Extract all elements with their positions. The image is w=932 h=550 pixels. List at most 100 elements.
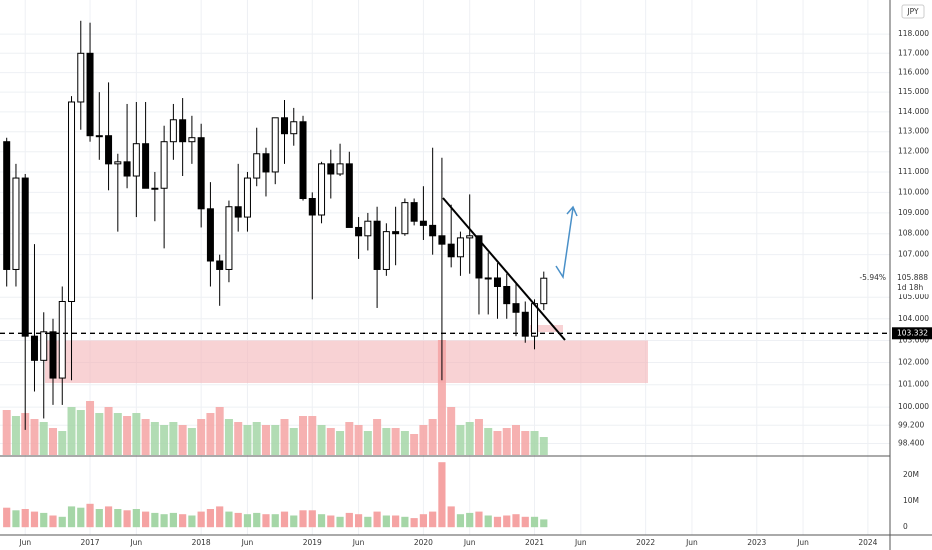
volume-bar bbox=[456, 514, 465, 528]
arrow-head bbox=[566, 205, 578, 217]
x-tick-label: Jun bbox=[129, 538, 142, 547]
candle-body bbox=[382, 231, 390, 270]
volume-bar bbox=[77, 507, 85, 528]
candle-body bbox=[438, 235, 446, 245]
countdown-label: 1d 18h bbox=[897, 283, 923, 292]
y-tick-label: 110.000 bbox=[898, 187, 929, 196]
volume-bar bbox=[12, 510, 20, 528]
candle-body bbox=[123, 161, 131, 177]
volume-overlay-bar bbox=[391, 428, 400, 455]
candle-body bbox=[105, 135, 113, 165]
y-tick-label: 117.000 bbox=[898, 48, 929, 57]
volume-bar bbox=[466, 512, 474, 528]
candle-body bbox=[262, 153, 270, 173]
volume-overlay-bar bbox=[345, 422, 354, 455]
volume-bar bbox=[253, 512, 261, 528]
volume-bar bbox=[364, 516, 372, 528]
trend-line bbox=[442, 197, 566, 341]
volume-bar bbox=[216, 506, 224, 528]
x-tick-label: Jun bbox=[352, 538, 365, 547]
y-tick-label: 99.200 bbox=[898, 420, 924, 429]
volume-bar bbox=[392, 515, 400, 528]
y-tick-label: 107.000 bbox=[898, 250, 929, 259]
volume-bar bbox=[132, 509, 140, 528]
volume-bar bbox=[86, 503, 94, 528]
volume-overlay-bar bbox=[419, 425, 428, 455]
volume-bar bbox=[280, 511, 289, 528]
candle-body bbox=[540, 277, 548, 305]
volume-bar bbox=[299, 510, 307, 528]
candle-body bbox=[197, 137, 205, 210]
x-tick-label: 2024 bbox=[858, 538, 877, 547]
volume-bar bbox=[40, 512, 48, 528]
volume-bar bbox=[225, 511, 233, 528]
volume-overlay-bar bbox=[169, 422, 178, 455]
volume-bar bbox=[429, 511, 437, 528]
volume-overlay-bar bbox=[187, 428, 196, 455]
volume-overlay-bar bbox=[234, 422, 243, 455]
volume-overlay-bar bbox=[382, 428, 391, 455]
candle-body bbox=[179, 119, 187, 143]
candle-body bbox=[40, 331, 48, 361]
volume-overlay-bar bbox=[428, 419, 437, 455]
volume-overlay-bar bbox=[410, 434, 419, 455]
volume-bar bbox=[354, 514, 363, 528]
volume-bar bbox=[188, 515, 196, 528]
candle-body bbox=[429, 224, 437, 237]
volume-overlay-bar bbox=[39, 422, 48, 455]
candle-body bbox=[169, 119, 177, 143]
candle-body bbox=[447, 243, 455, 258]
level-label: 103.332 bbox=[897, 328, 928, 337]
volume-bar bbox=[58, 516, 66, 528]
candle-body bbox=[243, 177, 251, 218]
volume-bar bbox=[512, 514, 520, 528]
candle-body bbox=[355, 226, 363, 237]
level-label-box bbox=[892, 327, 932, 340]
volume-overlay-bar bbox=[21, 413, 30, 455]
volume-bar bbox=[179, 514, 187, 528]
volume-bar bbox=[345, 512, 353, 528]
x-tick-label: 2018 bbox=[192, 538, 211, 547]
volume-overlay-bar bbox=[474, 419, 483, 455]
candle-body bbox=[318, 163, 326, 216]
x-tick-label: Jun bbox=[574, 538, 587, 547]
volume-bar bbox=[262, 514, 270, 528]
x-tick-label: Jun bbox=[463, 538, 476, 547]
candle-body bbox=[401, 202, 409, 235]
candle-body bbox=[475, 235, 483, 279]
volume-bar bbox=[243, 514, 252, 528]
volume-bar bbox=[114, 509, 122, 528]
volume-bar bbox=[540, 519, 548, 528]
volume-overlay-bar bbox=[465, 422, 474, 455]
volume-bar bbox=[197, 511, 205, 528]
volume-overlay-bar bbox=[521, 431, 530, 455]
candles bbox=[3, 20, 548, 430]
volume-bar bbox=[503, 515, 511, 528]
candle-body bbox=[142, 143, 150, 189]
volume-bar bbox=[308, 510, 316, 528]
volume-overlay-bar bbox=[354, 425, 363, 455]
volume-overlay-bar bbox=[289, 428, 298, 455]
volume-overlay-bar bbox=[530, 431, 539, 455]
volume-bar bbox=[142, 511, 150, 528]
last-price-box bbox=[892, 272, 932, 295]
volume-tick-label: 0 bbox=[903, 522, 908, 531]
volume-bar bbox=[104, 506, 113, 528]
candle-body bbox=[521, 311, 529, 337]
candle-body bbox=[68, 101, 76, 302]
volume-overlay-bar bbox=[308, 416, 317, 455]
volume-overlay-bar bbox=[326, 428, 335, 455]
volume-overlay-bar bbox=[437, 340, 446, 455]
volume-overlay-bar bbox=[252, 422, 261, 455]
volume-bar bbox=[447, 506, 455, 528]
y-tick-label: 98.400 bbox=[898, 439, 924, 448]
volume-overlay-bar bbox=[2, 410, 11, 455]
x-tick-label: 2019 bbox=[303, 538, 322, 547]
y-tick-label: 118.000 bbox=[898, 29, 929, 38]
volume-overlay-bar bbox=[299, 416, 308, 455]
volume-overlay-bar bbox=[113, 413, 122, 455]
small-zone bbox=[530, 325, 563, 332]
x-tick-label: Jun bbox=[18, 538, 31, 547]
candle-body bbox=[419, 220, 427, 226]
last-price-label: 105.888 bbox=[897, 273, 928, 282]
